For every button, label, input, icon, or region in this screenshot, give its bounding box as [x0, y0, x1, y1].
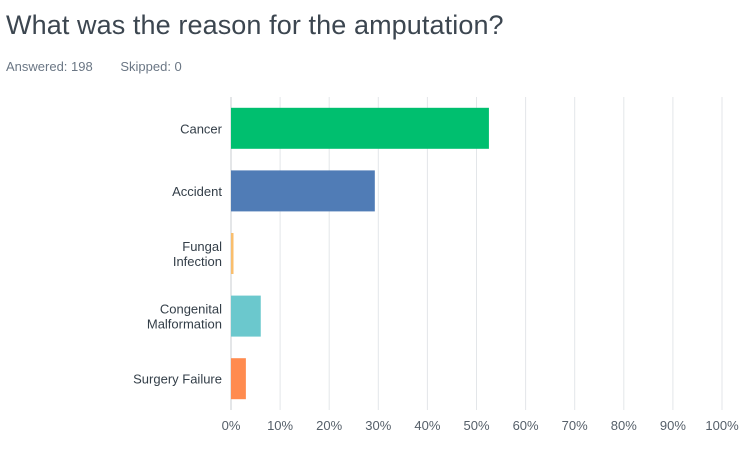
chart-title: What was the reason for the amputation? — [6, 10, 504, 40]
x-tick-label: 80% — [611, 418, 637, 433]
answered-count: Answered: 198 — [6, 59, 93, 74]
x-tick-label: 100% — [705, 418, 739, 433]
bar[interactable] — [231, 233, 234, 274]
response-stats: Answered: 198 Skipped: 0 — [6, 59, 206, 74]
x-tick-label: 70% — [562, 418, 588, 433]
x-tick-label: 10% — [267, 418, 293, 433]
x-tick-label: 60% — [513, 418, 539, 433]
category-label: Congenital — [160, 302, 222, 317]
x-tick-label: 40% — [414, 418, 440, 433]
category-label: Fungal — [182, 239, 222, 254]
x-tick-label: 50% — [463, 418, 489, 433]
bar[interactable] — [231, 358, 246, 400]
category-label: Surgery Failure — [133, 372, 222, 387]
skipped-count: Skipped: 0 — [120, 59, 182, 74]
category-label: Cancer — [180, 121, 223, 136]
bar[interactable] — [231, 107, 489, 149]
x-tick-label: 0% — [222, 418, 241, 433]
x-tick-label: 20% — [316, 418, 342, 433]
category-label: Infection — [173, 254, 222, 269]
x-tick-label: 90% — [660, 418, 686, 433]
category-label: Malformation — [147, 317, 222, 332]
bar[interactable] — [231, 295, 261, 337]
bar[interactable] — [231, 170, 375, 212]
x-tick-label: 30% — [365, 418, 391, 433]
category-label: Accident — [172, 184, 222, 199]
